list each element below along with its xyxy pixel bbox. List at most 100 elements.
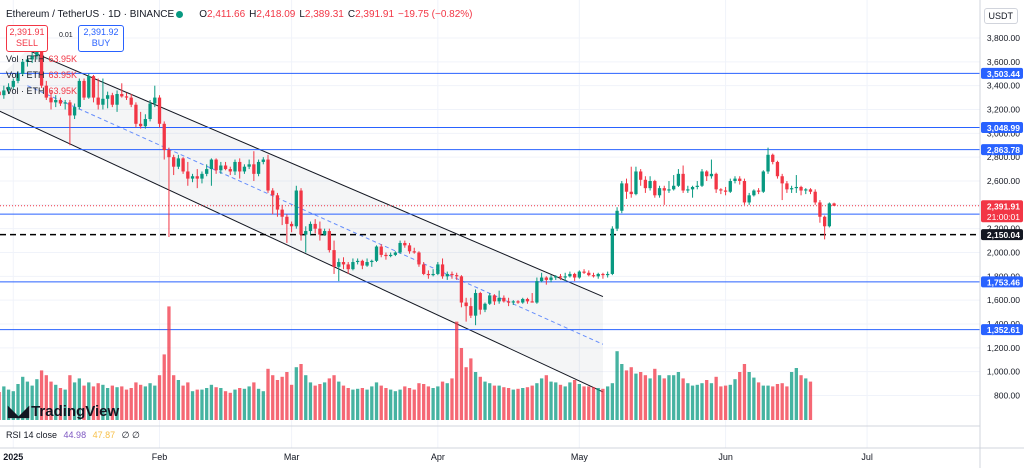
candle-body — [214, 159, 218, 171]
volume-bar — [322, 382, 327, 420]
volume-bar — [195, 389, 199, 420]
candle-body — [379, 246, 383, 255]
volume-bar — [426, 386, 431, 420]
volume-bar — [398, 389, 402, 420]
candle-body — [572, 273, 577, 278]
volume-bar — [205, 388, 209, 420]
sell-button[interactable]: 2,391.91 SELL — [6, 25, 48, 52]
volume-bar — [105, 388, 110, 420]
price-tick-label: 2,800.00 — [987, 152, 1020, 162]
level-tag: 3,048.99 — [987, 123, 1020, 133]
candle-body — [455, 275, 459, 277]
candle-body — [738, 178, 742, 181]
channel-mid-line — [27, 85, 604, 345]
volume-bar — [172, 375, 176, 420]
candle-body — [238, 161, 242, 172]
rsi-legend[interactable]: RSI 14 close 44.98 47.87 ∅ ∅ — [6, 430, 140, 441]
volume-bar — [16, 384, 20, 420]
candle-body — [322, 231, 327, 235]
volume-bar — [436, 386, 440, 420]
price-tick-label: 2,000.00 — [987, 248, 1020, 258]
volume-bar — [181, 385, 185, 420]
candle-body — [412, 251, 416, 253]
volume-bar — [351, 389, 355, 420]
volume-bar — [327, 378, 331, 420]
volume-legend-value: 63.95K — [48, 54, 78, 64]
candle-body — [148, 103, 152, 120]
volume-bar — [672, 375, 676, 420]
volume-bar — [775, 384, 780, 420]
open-value: 2,411.66 — [206, 9, 246, 20]
volume-bar — [804, 378, 808, 420]
level-tag: 3,503.44 — [987, 69, 1020, 79]
volume-bar — [596, 388, 600, 420]
volume-bar — [709, 383, 714, 420]
candle-body — [705, 171, 709, 177]
level-tag-bg — [981, 144, 1023, 156]
candle-body — [256, 161, 261, 174]
candle-body — [549, 277, 553, 280]
candle-body — [327, 231, 331, 251]
candle-body — [138, 123, 143, 127]
volume-bar — [464, 367, 468, 420]
candle-body — [672, 185, 676, 190]
candle-body — [516, 301, 520, 303]
volume-bar — [601, 388, 605, 420]
price-tick-label: 800.00 — [994, 391, 1020, 401]
volume-bar — [539, 378, 544, 420]
tradingview-logo[interactable]: ◣◢ TradingView — [8, 402, 120, 421]
candle-body — [554, 276, 558, 278]
volume-bar — [643, 375, 648, 420]
volume-bar — [370, 386, 374, 420]
volume-bar — [308, 382, 313, 420]
buy-button[interactable]: 2,391.92 BUY — [78, 25, 124, 52]
volume-legend-value: 63.95K — [48, 86, 78, 96]
candle-body — [346, 264, 350, 270]
volume-bar — [431, 388, 435, 420]
candle-body — [756, 190, 761, 192]
price-tick-label: 2,200.00 — [987, 224, 1020, 234]
candle-body — [799, 186, 803, 191]
volume-bar — [30, 385, 34, 420]
volume-bar — [572, 380, 577, 420]
price-tick-label: 3,200.00 — [987, 105, 1020, 115]
candle-body — [605, 273, 610, 276]
candle-body — [483, 303, 487, 310]
candle-body — [808, 189, 813, 192]
volume-bar — [780, 383, 784, 420]
candle-body — [91, 76, 96, 98]
volume-legend-row[interactable]: Vol · ETH 63.95K — [6, 54, 77, 64]
candle-body — [648, 181, 652, 189]
volume-bar — [756, 382, 761, 420]
candle-body — [115, 94, 119, 105]
volume-bar — [0, 392, 1, 420]
volume-bar — [473, 372, 478, 420]
candle-body — [223, 165, 228, 170]
symbol-title[interactable]: Ethereum / TetherUS · 1D · BINANCE — [6, 9, 175, 20]
volume-bar — [789, 372, 794, 420]
volume-bar — [483, 381, 487, 420]
currency-selector[interactable]: USDT — [983, 8, 1018, 24]
volume-bar — [49, 381, 53, 420]
candle-body — [124, 96, 129, 98]
volume-bar — [11, 391, 15, 420]
volume-bar — [374, 382, 379, 420]
candle-body — [719, 189, 723, 191]
logo-text: TradingView — [31, 402, 120, 420]
candle-body — [384, 254, 388, 257]
volume-bar — [101, 384, 105, 420]
volume-bar — [799, 375, 803, 420]
candle-body — [624, 183, 629, 192]
volume-bar — [153, 385, 157, 420]
volume-bar — [794, 368, 798, 420]
volume-bar — [337, 381, 341, 420]
volume-bar — [785, 386, 789, 420]
candle-body — [422, 264, 426, 274]
volume-bar — [115, 387, 119, 420]
volume-legend-row[interactable]: Vol · ETH 63.95K — [6, 86, 77, 96]
candle-body — [662, 188, 666, 191]
time-tick-label: May — [571, 452, 589, 462]
volume-bar — [549, 381, 553, 420]
volume-legend-row[interactable]: Vol · ETH 63.95K — [6, 70, 77, 80]
